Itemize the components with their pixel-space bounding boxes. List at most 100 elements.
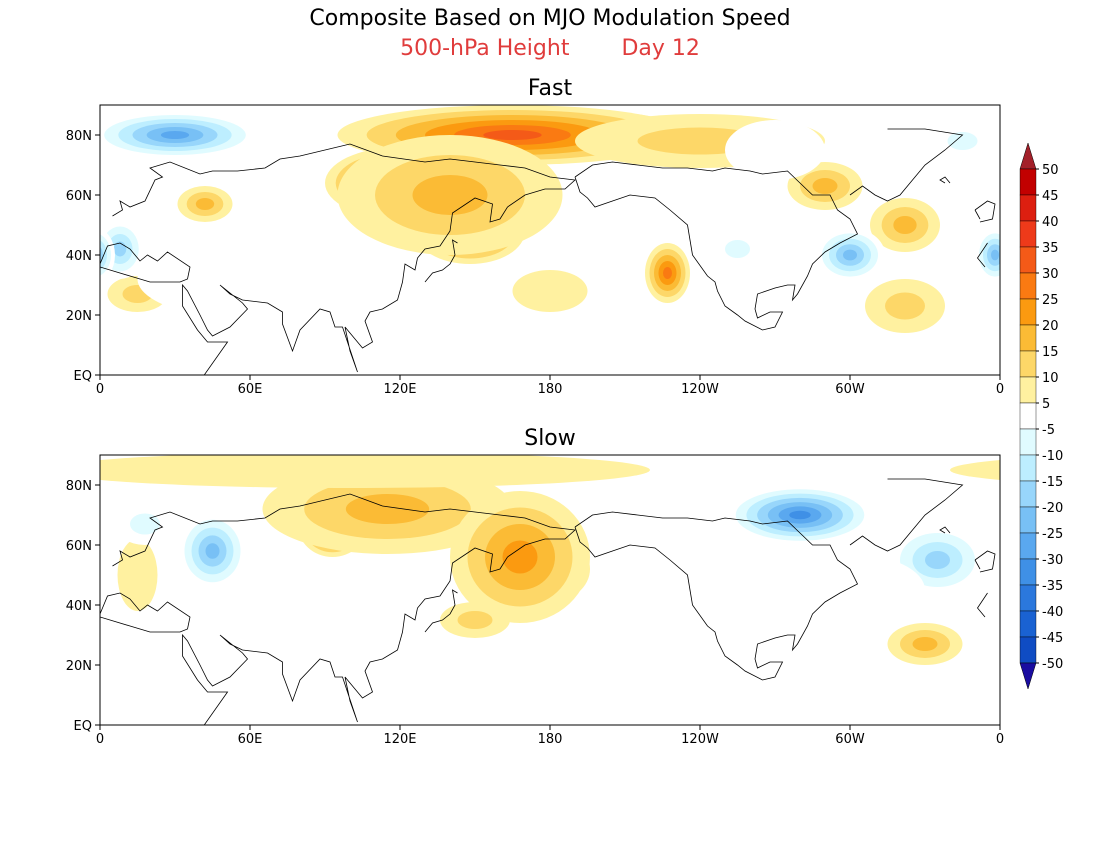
contour-blob <box>1004 115 1100 155</box>
coastline <box>939 176 951 184</box>
contour-blob <box>725 240 750 258</box>
contour-blob <box>1047 127 1100 143</box>
colorbar-segment <box>1019 454 1037 482</box>
coastline <box>424 589 458 633</box>
contour-blob <box>991 249 999 261</box>
colorbar-label: -5 <box>1042 423 1055 438</box>
contour-blob <box>0 279 45 333</box>
colorbar: 50 45 40 35 30 25 20 15 10 5 -5 -10 -15 -20 -25 -30 -35 -… <box>1019 142 1063 690</box>
contour-blob <box>100 455 650 488</box>
lon-tick-label: 120E <box>383 732 416 747</box>
lat-tick-label: 40N <box>66 599 92 614</box>
contour-blob <box>457 611 493 629</box>
contour-blob <box>950 460 1000 480</box>
contour-blob <box>1078 512 1100 590</box>
colorbar-segment <box>1019 376 1037 404</box>
contour-blob <box>160 131 190 139</box>
colorbar-label: -45 <box>1042 631 1063 646</box>
contour-blob <box>893 216 917 234</box>
coastline <box>974 200 996 223</box>
colorbar-segment <box>1019 324 1037 352</box>
contour-blob <box>1078 186 1100 222</box>
contour-blob <box>1096 198 1100 210</box>
subtitle-field: 500-hPa Height <box>400 36 570 61</box>
coastline <box>424 239 458 283</box>
lat-tick-label: 20N <box>66 659 92 674</box>
colorbar-label: -30 <box>1042 553 1063 568</box>
panel-title-fast: Fast <box>527 76 573 101</box>
contour-blob <box>0 623 63 665</box>
contour-blob <box>912 637 938 651</box>
lat-tick-label: EQ <box>74 369 92 384</box>
coastline <box>849 128 964 202</box>
anomaly-field <box>0 105 1100 333</box>
lat-tick-label: 60N <box>66 189 92 204</box>
contour-blob <box>725 120 825 180</box>
chart-title: Composite Based on MJO Modulation Speed <box>309 6 791 31</box>
contour-blob <box>345 494 430 524</box>
contour-blob <box>13 637 38 651</box>
lon-tick-label: 180 <box>538 732 563 747</box>
colorbar-label: 30 <box>1042 267 1059 282</box>
colorbar-segment <box>1019 506 1037 534</box>
contour-blob <box>130 513 160 535</box>
contour-blob <box>843 249 857 261</box>
colorbar-label: 5 <box>1042 397 1050 412</box>
colorbar-label: -35 <box>1042 579 1063 594</box>
contour-blob <box>205 543 220 559</box>
colorbar-label: 15 <box>1042 345 1059 360</box>
contour-blob <box>0 198 40 252</box>
colorbar-segment <box>1019 272 1037 300</box>
lon-tick-label: 0 <box>96 732 104 747</box>
lon-tick-label: 0 <box>996 732 1004 747</box>
colorbar-label: -20 <box>1042 501 1063 516</box>
coastline <box>974 559 981 570</box>
contour-blob <box>1085 520 1100 582</box>
coastline <box>974 209 981 220</box>
contour-blob <box>990 123 1000 147</box>
contour-blob <box>13 542 63 578</box>
contour-blob <box>0 554 25 626</box>
lon-tick-label: 0 <box>996 382 1004 397</box>
contour-blob <box>0 207 28 243</box>
colorbar-label: 40 <box>1042 215 1059 230</box>
lon-tick-label: 120W <box>681 732 719 747</box>
colorbar-segment <box>1019 532 1037 560</box>
contour-blob <box>775 554 925 626</box>
colorbar-segment <box>1019 558 1037 586</box>
lon-tick-label: 60E <box>238 382 263 397</box>
contour-blob <box>500 614 700 686</box>
colorbar-label: 10 <box>1042 371 1059 386</box>
colorbar-segment <box>1019 194 1037 222</box>
colorbar-label: -40 <box>1042 605 1063 620</box>
contour-blob <box>502 540 538 574</box>
lat-tick-label: 60N <box>66 539 92 554</box>
panel-title-slow: Slow <box>524 426 576 451</box>
subtitle-day: Day 12 <box>621 36 700 61</box>
coastline <box>112 143 576 375</box>
contour-blob <box>512 270 588 312</box>
lon-tick-label: 60E <box>238 732 263 747</box>
coastlines <box>100 128 996 375</box>
contour-blob <box>885 292 925 320</box>
map-panel-slow: 80N 60N 40N 20N EQ 0 60E 120E 180 120W 60W 0 <box>0 454 1100 747</box>
coastlines <box>100 478 996 725</box>
colorbar-label: -15 <box>1042 475 1063 490</box>
colorbar-segment <box>1019 480 1037 508</box>
colorbar-segment <box>1019 246 1037 274</box>
contour-blob <box>663 267 672 279</box>
contour-blob <box>1092 528 1100 575</box>
coastline <box>974 550 996 573</box>
contour-blob <box>483 130 542 140</box>
anomaly-field <box>0 455 1100 686</box>
colorbar-label: -25 <box>1042 527 1063 542</box>
lat-tick-label: 20N <box>66 309 92 324</box>
colorbar-segment <box>1019 636 1037 664</box>
coastline <box>100 242 988 283</box>
colorbar-segment <box>1019 220 1037 248</box>
chart-subtitle: 500-hPa Height Day 12 <box>0 36 1100 61</box>
contour-blob <box>1018 119 1100 151</box>
colorbar-label: 45 <box>1042 189 1059 204</box>
contour-blob <box>0 533 75 587</box>
